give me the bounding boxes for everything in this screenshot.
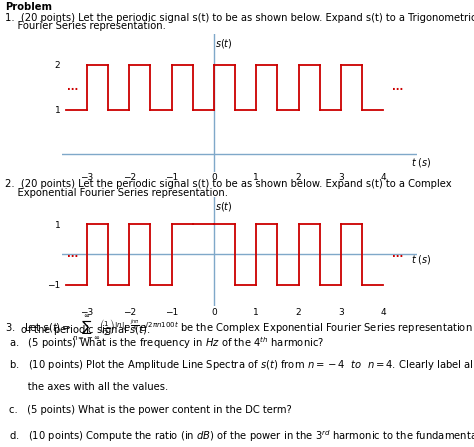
- Text: 1.  (20 points) Let the periodic signal s(t) to be as shown below. Expand s(t) t: 1. (20 points) Let the periodic signal s…: [5, 13, 474, 22]
- Text: ...: ...: [392, 249, 404, 259]
- Text: d.   (10 points) Compute the ratio (in $dB$) of the power in the $3^{rd}$ harmon: d. (10 points) Compute the ratio (in $dB…: [9, 428, 474, 444]
- Text: $s(t)$: $s(t)$: [215, 37, 232, 50]
- Text: ...: ...: [392, 82, 404, 92]
- Text: ...: ...: [66, 82, 78, 92]
- Text: ...: ...: [66, 249, 78, 259]
- Text: 3.   Let $s(t) = \sum_{n=-\infty}^{\infty} \left(\frac{1}{2}\right)^{|n|} e^{\fr: 3. Let $s(t) = \sum_{n=-\infty}^{\infty}…: [5, 313, 472, 343]
- Text: Exponential Fourier Series representation.: Exponential Fourier Series representatio…: [5, 188, 228, 198]
- Text: $s(t)$: $s(t)$: [215, 200, 232, 213]
- Text: 2.  (20 points) Let the periodic signal s(t) to be as shown below. Expand s(t) t: 2. (20 points) Let the periodic signal s…: [5, 179, 451, 189]
- Text: $t\ (s)$: $t\ (s)$: [411, 156, 431, 169]
- Text: b.   (10 points) Plot the Amplitude Line Spectra of $s(t)$ from $n = -4$  $to$  : b. (10 points) Plot the Amplitude Line S…: [9, 358, 474, 372]
- Text: c.   (5 points) What is the power content in the DC term?: c. (5 points) What is the power content …: [9, 405, 292, 415]
- Text: of the periodic signal $s(t)$.: of the periodic signal $s(t)$.: [5, 323, 150, 337]
- Text: $t\ (s)$: $t\ (s)$: [411, 253, 431, 266]
- Text: Problem: Problem: [5, 2, 52, 12]
- Text: the axes with all the values.: the axes with all the values.: [9, 382, 169, 392]
- Text: Fourier Series representation.: Fourier Series representation.: [5, 21, 165, 31]
- Text: a.   (5 points) What is the frequency in $Hz$ of the $4^{th}$ harmonic?: a. (5 points) What is the frequency in $…: [9, 335, 325, 351]
